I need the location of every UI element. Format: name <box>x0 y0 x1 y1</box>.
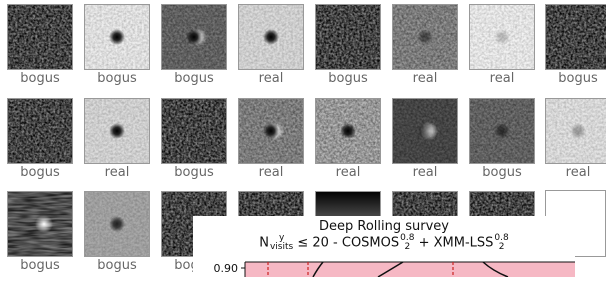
source <box>263 29 279 45</box>
thumbnail-label: bogus <box>558 71 598 86</box>
thumbnail-label: real <box>336 165 361 180</box>
thumbnail <box>238 4 304 70</box>
thumbnail <box>469 4 535 70</box>
source <box>494 123 510 139</box>
source <box>494 29 510 45</box>
thumbnail-label: bogus <box>97 258 137 273</box>
noise <box>545 4 606 70</box>
thumbnail <box>315 4 381 70</box>
noise <box>315 4 381 70</box>
noise <box>7 98 73 164</box>
thumbnail <box>392 4 458 70</box>
thumbnail <box>469 98 535 164</box>
thumbnail-label: bogus <box>482 165 522 180</box>
glow <box>35 215 53 233</box>
thumbnail-label: bogus <box>20 258 60 273</box>
thumbnail-label: bogus <box>97 71 137 86</box>
thumbnail-label: real <box>259 71 284 86</box>
thumbnail <box>545 4 606 70</box>
thumbnail <box>84 4 150 70</box>
thumbnail-label: real <box>490 71 515 86</box>
noise <box>161 98 227 164</box>
source <box>186 29 202 45</box>
thumbnail-label: real <box>413 71 438 86</box>
thumbnail-label: real <box>105 165 130 180</box>
source <box>109 29 125 45</box>
thumbnail <box>7 98 73 164</box>
thumbnail-label: real <box>566 165 591 180</box>
source <box>417 123 433 139</box>
subscript: visits <box>270 243 293 252</box>
subtitle-text: ≤ 20 - COSMOS <box>293 236 399 251</box>
thumbnail <box>315 98 381 164</box>
thumbnail <box>392 98 458 164</box>
subtitle-text: N <box>259 236 269 251</box>
chart-title: Deep Rolling survey <box>193 219 575 234</box>
thumbnail <box>161 4 227 70</box>
source <box>263 123 279 139</box>
source <box>340 123 356 139</box>
thumbnail <box>161 98 227 164</box>
thumbnail <box>7 191 73 257</box>
thumbnail-label: bogus <box>20 71 60 86</box>
source <box>109 216 125 232</box>
thumbnail <box>545 98 606 164</box>
thumbnail <box>84 98 150 164</box>
plot-fill <box>245 262 575 277</box>
thumbnail-label: real <box>259 165 284 180</box>
source <box>570 123 586 139</box>
thumbnail <box>7 4 73 70</box>
source <box>417 29 433 45</box>
thumbnail-label: bogus <box>174 165 214 180</box>
thumbnail-label: bogus <box>328 71 368 86</box>
thumbnail-label: bogus <box>20 165 60 180</box>
noise <box>7 4 73 70</box>
subscript: 2 <box>494 243 508 252</box>
thumbnail-label: bogus <box>174 71 214 86</box>
thumbnail-label: real <box>413 165 438 180</box>
y-tick-label: 0.90 <box>214 262 239 275</box>
subtitle-text: + XMM-LSS <box>414 236 493 251</box>
subscript: 2 <box>400 243 414 252</box>
thumbnail <box>238 98 304 164</box>
source <box>109 123 125 139</box>
thumbnail <box>84 191 150 257</box>
page: bogus bogus bogus real bogus real real bogus bog… <box>0 0 606 277</box>
